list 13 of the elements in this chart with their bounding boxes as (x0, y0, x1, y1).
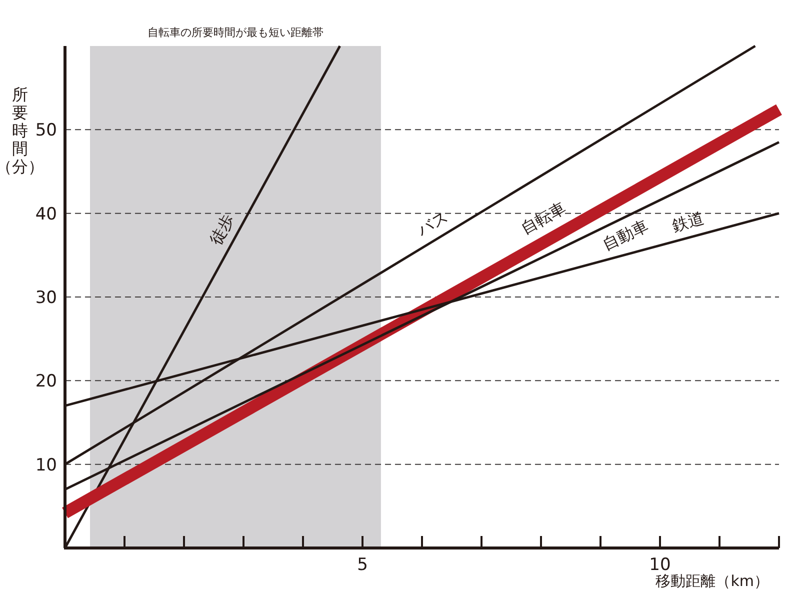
x-axis-title: 移動距離（km） (656, 572, 769, 590)
text: 鉄道 (670, 208, 706, 236)
y-tick-label: 40 (35, 204, 57, 224)
y-tick-label: 30 (35, 288, 57, 308)
text: 自動車 (600, 216, 652, 254)
text: 自転車 (518, 198, 569, 238)
text: バス (412, 207, 452, 240)
y-tick-label: 20 (35, 372, 57, 392)
y-tick-label: 10 (35, 455, 57, 476)
x-tick-label: 5 (357, 555, 368, 575)
band-label: 自転車の所要時間が最も短い距離帯 (147, 26, 324, 39)
text: 徒歩 (206, 210, 238, 248)
y-tick-label: 50 (35, 120, 57, 141)
